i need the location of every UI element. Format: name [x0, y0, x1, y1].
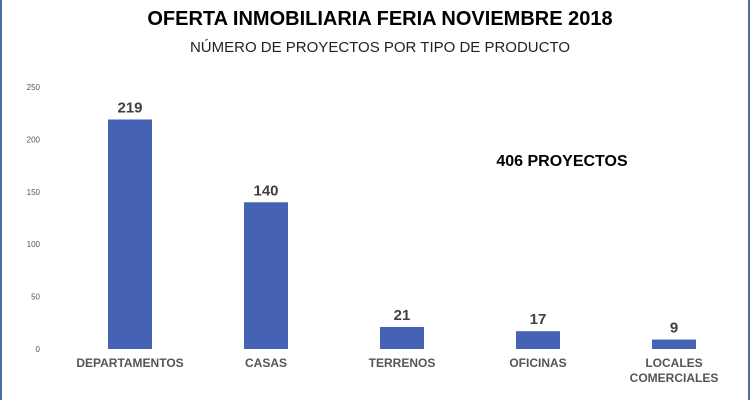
chart-title: OFERTA INMOBILIARIA FERIA NOVIEMBRE 2018	[147, 8, 612, 30]
x-tick-label: OFICINAS	[509, 356, 566, 370]
bar-locales-comerciales	[652, 339, 696, 349]
data-label: 21	[394, 307, 411, 324]
bars	[108, 119, 696, 349]
y-tick-label: 250	[27, 83, 41, 92]
y-tick-label: 0	[36, 345, 41, 354]
x-tick-label: TERRENOS	[369, 356, 436, 370]
x-tick-label: DEPARTAMENTOS	[76, 356, 183, 370]
y-tick-label: 200	[27, 135, 41, 144]
data-label: 219	[117, 99, 142, 116]
y-tick-label: 150	[27, 188, 41, 197]
bar-departamentos	[108, 119, 152, 349]
bar-oficinas	[516, 331, 560, 349]
y-axis: 0 50 100 150 200 250	[27, 83, 41, 354]
y-tick-label: 100	[27, 240, 41, 249]
total-projects-annotation: 406 PROYECTOS	[496, 153, 628, 170]
chart-subtitle: NÚMERO DE PROYECTOS POR TIPO DE PRODUCTO	[190, 39, 570, 56]
x-tick-label: LOCALES COMERCIALES	[630, 356, 719, 385]
data-label: 9	[670, 320, 678, 337]
data-label: 17	[530, 311, 547, 328]
data-label: 140	[253, 182, 278, 199]
data-labels: 219 140 21 17 9	[117, 99, 678, 336]
bar-casas	[244, 202, 288, 349]
bar-terrenos	[380, 326, 424, 349]
x-tick-label: CASAS	[245, 356, 287, 370]
x-axis: DEPARTAMENTOS CASAS TERRENOS OFICINAS LOCALE…	[76, 356, 718, 385]
y-tick-label: 50	[31, 293, 40, 302]
